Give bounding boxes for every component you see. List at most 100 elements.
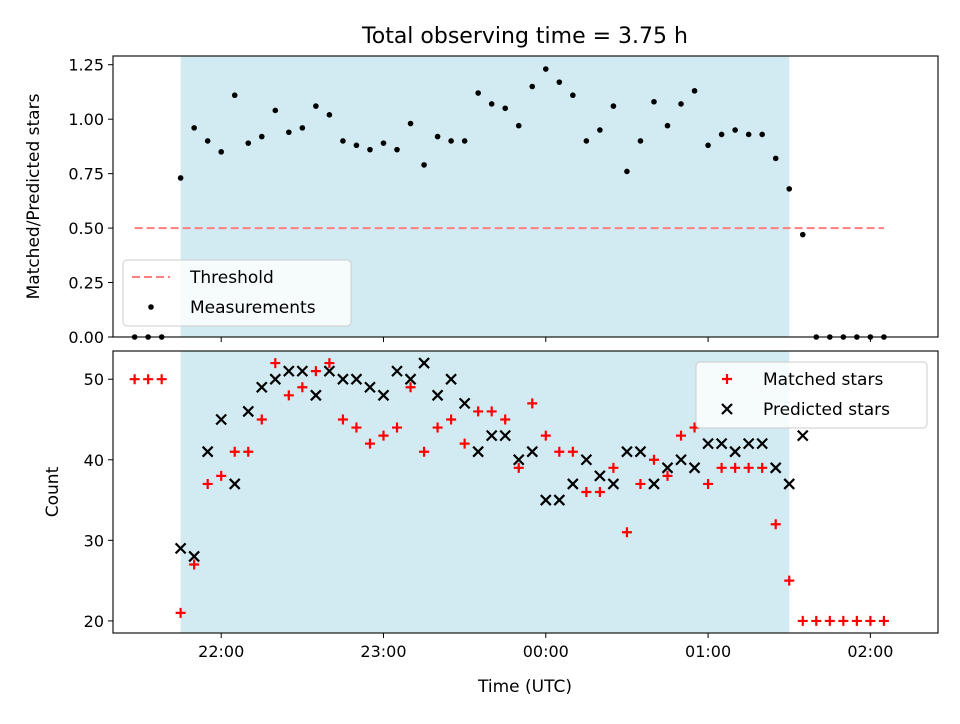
data-point: [675, 453, 687, 466]
data-point: [297, 382, 308, 393]
data-point: [499, 429, 511, 442]
legend-measurements-swatch: [148, 304, 154, 310]
data-point: [143, 374, 154, 385]
data-point: [286, 129, 292, 136]
data-point: [527, 398, 538, 409]
series-predicted-stars: [174, 357, 809, 563]
data-point: [174, 542, 187, 555]
data-point: [824, 615, 835, 626]
data-point: [567, 478, 579, 490]
data-point: [678, 101, 684, 107]
data-point: [635, 478, 646, 489]
data-point: [364, 438, 375, 449]
y-tick-label: 1.00: [68, 110, 104, 129]
data-point: [553, 494, 566, 506]
data-point: [796, 429, 809, 442]
data-point: [256, 414, 267, 425]
data-point: [377, 389, 390, 402]
data-point: [783, 478, 796, 490]
data-point: [431, 389, 444, 402]
y-tick-label: 0.75: [68, 165, 104, 184]
data-point: [350, 373, 363, 385]
data-point: [729, 445, 741, 458]
y-tick-label: 50: [84, 370, 104, 389]
y-tick-label: 30: [84, 531, 104, 550]
legend-box: [695, 361, 928, 429]
data-point: [542, 66, 549, 72]
data-point: [231, 92, 238, 99]
data-point: [662, 470, 673, 481]
data-point: [216, 470, 227, 481]
legend-box: [122, 259, 352, 327]
data-point: [364, 381, 376, 394]
series-matched-stars: [129, 358, 889, 626]
data-point: [621, 445, 633, 458]
data-point: [715, 437, 728, 450]
data-point: [703, 478, 714, 489]
y-axis-label: Count: [43, 466, 63, 517]
data-point: [229, 446, 240, 457]
data-point: [597, 127, 603, 133]
data-point: [272, 107, 279, 114]
data-point: [651, 98, 657, 105]
data-point: [269, 373, 282, 385]
data-point: [624, 168, 630, 175]
data-point: [407, 120, 414, 127]
data-point: [759, 131, 765, 138]
series-measurements: [131, 66, 887, 340]
data-point: [405, 382, 416, 393]
data-point: [353, 142, 360, 149]
data-point: [486, 406, 497, 417]
data-point: [664, 122, 671, 129]
data-point: [473, 406, 484, 417]
data-point: [811, 615, 822, 626]
legend-matched-label: Matched stars: [763, 370, 883, 390]
data-point: [540, 494, 552, 506]
data-point: [745, 131, 752, 138]
data-point: [418, 357, 430, 369]
data-point: [500, 414, 511, 425]
data-point: [688, 462, 701, 474]
data-point: [515, 122, 522, 129]
chart-title: Total observing time = 3.75 h: [361, 24, 688, 49]
legend-predicted-swatch: [721, 403, 733, 415]
data-point: [756, 437, 768, 450]
data-point: [391, 365, 403, 377]
data-point: [201, 445, 214, 458]
data-point: [255, 381, 268, 394]
data-point: [310, 366, 321, 377]
data-point: [283, 365, 295, 377]
data-point: [661, 462, 674, 474]
y-tick-label: 0.25: [68, 274, 104, 293]
x-tick-label: 02:00: [847, 642, 893, 661]
x-tick-label: 23:00: [360, 642, 406, 661]
data-point: [730, 462, 741, 473]
data-point: [323, 365, 336, 377]
y-tick-label: 1.25: [68, 56, 104, 75]
data-point: [513, 462, 524, 473]
data-point: [691, 88, 698, 94]
data-point: [475, 90, 481, 96]
data-point: [245, 140, 252, 146]
data-point: [634, 445, 647, 458]
legend: Matched stars Predicted stars: [695, 361, 928, 429]
data-point: [324, 358, 335, 369]
data-point: [865, 615, 876, 626]
data-point: [838, 615, 849, 626]
data-point: [228, 478, 241, 490]
data-point: [283, 390, 294, 401]
data-point: [461, 138, 468, 144]
x-tick-label: 22:00: [198, 642, 244, 661]
data-point: [580, 453, 593, 466]
data-point: [567, 446, 578, 457]
y-axis-label: Matched/Predicted stars: [24, 93, 44, 299]
data-point: [129, 374, 140, 385]
data-point: [448, 138, 454, 144]
data-point: [177, 175, 184, 181]
data-point: [434, 133, 441, 140]
chart-panels: 0.00 0.25 0.50 0.75 1.00 1.25 Matched/Predicte…: [24, 55, 939, 661]
data-point: [529, 83, 536, 90]
data-point: [218, 149, 224, 155]
data-point: [769, 462, 782, 474]
